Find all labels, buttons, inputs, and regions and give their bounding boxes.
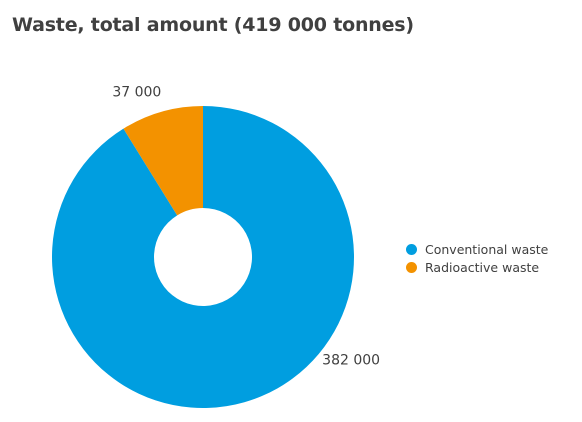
data-labels: 382 000 37 000 xyxy=(112,84,380,368)
data-label-radioactive: 37 000 xyxy=(112,84,161,100)
slice-conventional xyxy=(52,106,354,409)
legend-item-conventional: Conventional waste xyxy=(406,240,548,258)
legend-label-conventional: Conventional waste xyxy=(425,241,549,257)
donut-slices xyxy=(52,106,354,409)
chart-title: Waste, total amount (419 000 tonnes) xyxy=(12,14,414,36)
legend-item-radioactive: Radioactive waste xyxy=(406,258,548,276)
slice-radioactive xyxy=(123,106,203,216)
data-label-conventional: 382 000 xyxy=(322,353,380,369)
legend-label-radioactive: Radioactive waste xyxy=(425,259,540,275)
legend-swatch-conventional xyxy=(406,243,417,255)
legend: Conventional waste Radioactive waste xyxy=(406,240,548,276)
legend-swatch-radioactive xyxy=(406,261,417,273)
